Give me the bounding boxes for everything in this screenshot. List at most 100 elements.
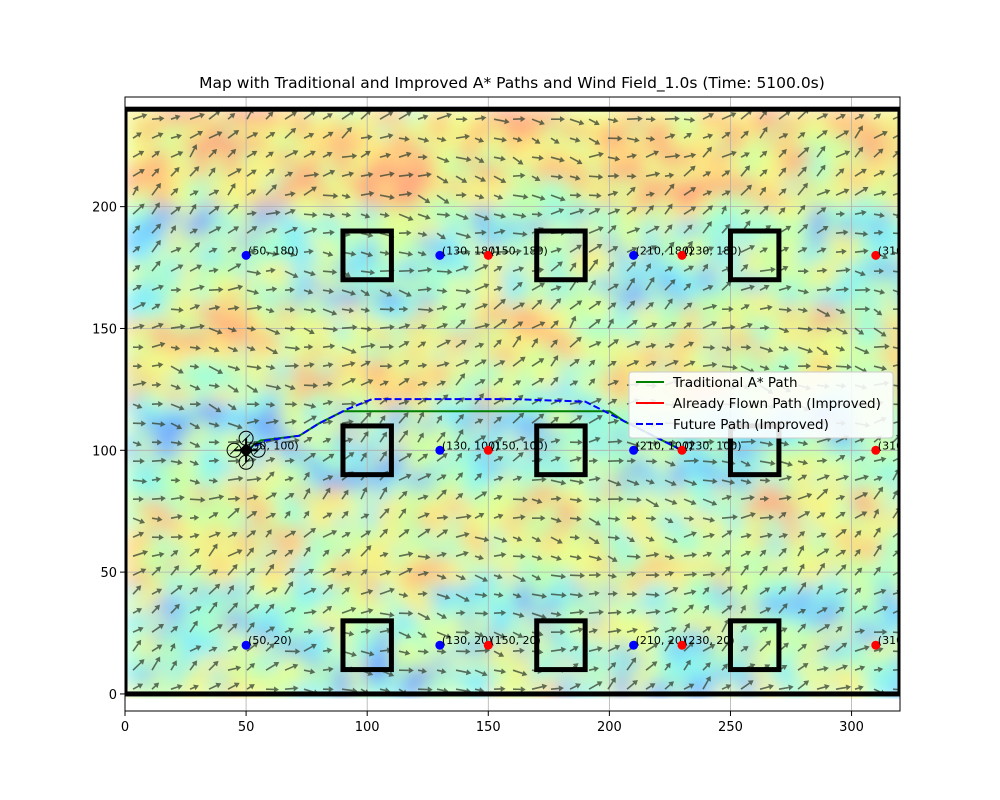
- obstacle-box: [727, 618, 782, 673]
- wind-arrow-head: [537, 211, 543, 218]
- heat-cell: [293, 529, 308, 545]
- heat-cell: [237, 487, 252, 503]
- heat-cell: [699, 501, 714, 517]
- wind-arrow-head: [327, 399, 334, 406]
- heat-cell: [671, 137, 686, 153]
- heat-cell: [279, 207, 294, 223]
- wind-arrow-shaft: [797, 533, 802, 538]
- wind-arrow-shaft: [284, 113, 294, 120]
- heat-cell: [209, 137, 224, 153]
- heat-cell: [391, 137, 406, 153]
- wind-arrow-head: [328, 666, 334, 673]
- wind-arrow-shaft: [569, 281, 577, 291]
- wind-arrow-head: [443, 157, 450, 164]
- wind-arrow-shaft: [835, 513, 842, 519]
- heat-cell: [335, 137, 350, 153]
- wind-arrow-shaft: [512, 612, 520, 616]
- wind-arrow-shaft: [493, 669, 502, 673]
- wind-arrow-shaft: [740, 306, 746, 310]
- heat-cell: [741, 109, 756, 125]
- wind-arrow-head: [802, 440, 809, 447]
- heat-cell: [643, 599, 658, 615]
- wind-arrow-head: [839, 308, 846, 315]
- wind-arrow-head: [153, 168, 160, 174]
- wind-arrow-head: [348, 171, 355, 178]
- heat-cell: [461, 347, 476, 363]
- heat-cell: [153, 263, 168, 279]
- heat-cell: [853, 137, 868, 153]
- heat-cell: [545, 151, 560, 167]
- wind-arrow-shaft: [759, 113, 765, 120]
- wind-arrow-shaft: [569, 175, 577, 179]
- wind-arrow-shaft: [398, 325, 406, 329]
- wind-arrow-head: [877, 666, 884, 673]
- wind-arrow-shaft: [626, 629, 634, 633]
- wind-arrow-head: [844, 150, 851, 156]
- heat-cell: [657, 543, 672, 559]
- wind-arrow-head: [592, 259, 599, 265]
- heat-cell: [825, 291, 840, 307]
- wind-arrow-head: [781, 627, 788, 633]
- wind-arrow-shaft: [721, 479, 731, 483]
- heat-cell: [797, 557, 812, 573]
- heat-cell: [489, 473, 504, 489]
- wind-arrow-shaft: [341, 688, 353, 692]
- wind-arrow-head: [248, 547, 255, 554]
- heat-cell: [321, 459, 336, 475]
- wind-arrow-shaft: [835, 686, 847, 690]
- heat-cell: [615, 361, 630, 377]
- wind-arrow-head: [426, 286, 432, 293]
- wind-arrow-head: [668, 570, 675, 577]
- wind-arrow-head: [760, 549, 767, 556]
- wind-arrow-head: [268, 307, 275, 314]
- heat-cell: [293, 277, 308, 293]
- wind-arrow-shaft: [892, 153, 898, 158]
- wind-arrow-shaft: [208, 571, 215, 576]
- heat-cell: [307, 263, 322, 279]
- heat-cell: [237, 207, 252, 223]
- heat-cell: [237, 403, 252, 419]
- heat-cell: [797, 193, 812, 209]
- heat-cell: [587, 333, 602, 349]
- waypoint-label: (310, 20): [878, 634, 929, 647]
- wind-arrow-shaft: [303, 173, 315, 177]
- wind-arrow-shaft: [398, 113, 408, 120]
- wind-arrow-head: [176, 286, 182, 293]
- heat-cell: [643, 207, 658, 223]
- heat-cell: [461, 599, 476, 615]
- wind-arrow-head: [402, 592, 409, 599]
- heat-cell: [839, 207, 854, 223]
- wind-arrow-head: [326, 605, 333, 612]
- heat-cell: [629, 263, 644, 279]
- wind-arrow-head: [233, 203, 239, 210]
- heat-cell: [839, 543, 854, 559]
- wind-arrow-head: [538, 648, 544, 655]
- heat-cell: [461, 333, 476, 349]
- heat-cell: [335, 515, 350, 531]
- wind-arrow-head: [686, 322, 692, 328]
- wind-arrow-shaft: [189, 266, 199, 272]
- heat-cell: [713, 263, 728, 279]
- heat-cell: [237, 291, 252, 307]
- wind-arrow-head: [194, 479, 201, 485]
- wind-arrow-shaft: [360, 515, 366, 519]
- wind-arrow-shaft: [246, 306, 258, 310]
- wind-arrow-head: [272, 250, 278, 257]
- wind-arrow-shaft: [797, 626, 804, 633]
- wind-arrow-shaft: [284, 152, 295, 158]
- wind-arrow-shaft: [474, 593, 483, 596]
- heat-cell: [293, 333, 308, 349]
- wind-arrow-head: [822, 457, 828, 464]
- wind-arrow-shaft: [797, 111, 807, 120]
- heat-cell: [139, 361, 154, 377]
- wind-arrow-head: [610, 677, 616, 683]
- wind-arrow-head: [232, 346, 239, 353]
- wind-arrow-head: [596, 415, 603, 421]
- wind-arrow-shaft: [569, 593, 579, 597]
- heat-cell: [419, 641, 434, 657]
- heat-cell: [167, 193, 182, 209]
- wind-arrow-shaft: [835, 628, 840, 633]
- waypoint-node: [629, 250, 639, 260]
- heat-cell: [713, 291, 728, 307]
- heat-cell: [825, 641, 840, 657]
